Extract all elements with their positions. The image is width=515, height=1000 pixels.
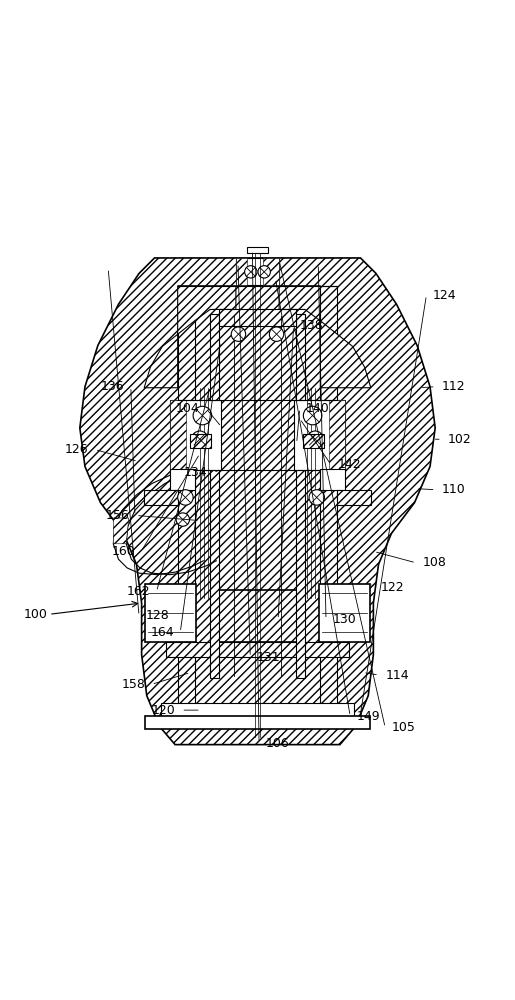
Circle shape (309, 490, 324, 505)
Polygon shape (303, 434, 324, 448)
Polygon shape (170, 469, 195, 490)
Polygon shape (320, 469, 345, 490)
Polygon shape (170, 400, 221, 470)
Text: 104: 104 (176, 402, 200, 415)
Text: 120: 120 (151, 704, 175, 717)
Text: 122: 122 (381, 581, 405, 594)
Polygon shape (247, 247, 268, 253)
Polygon shape (215, 590, 300, 642)
Text: 130: 130 (332, 613, 356, 626)
Text: 158: 158 (122, 678, 145, 691)
Polygon shape (296, 314, 305, 678)
Polygon shape (329, 400, 345, 470)
Polygon shape (144, 490, 178, 505)
Text: 134: 134 (183, 466, 207, 479)
Text: 105: 105 (391, 721, 415, 734)
Text: 102: 102 (448, 433, 472, 446)
Text: 162: 162 (127, 585, 150, 598)
Polygon shape (170, 400, 186, 470)
Circle shape (192, 431, 208, 447)
Polygon shape (113, 518, 129, 544)
Circle shape (303, 406, 322, 425)
Polygon shape (320, 286, 337, 714)
Polygon shape (279, 286, 371, 388)
Polygon shape (236, 258, 279, 285)
Polygon shape (166, 642, 349, 657)
Text: 112: 112 (442, 380, 466, 393)
Text: 100: 100 (23, 608, 47, 621)
Text: 114: 114 (385, 669, 409, 682)
Text: 131: 131 (256, 651, 280, 664)
Text: 149: 149 (356, 710, 380, 723)
Polygon shape (294, 400, 345, 470)
Text: 140: 140 (306, 402, 330, 415)
Polygon shape (161, 703, 354, 716)
Polygon shape (236, 258, 247, 285)
Circle shape (269, 327, 284, 341)
Circle shape (245, 266, 257, 278)
Circle shape (258, 266, 270, 278)
Text: 136: 136 (101, 380, 125, 393)
Text: 106: 106 (265, 737, 289, 750)
Polygon shape (337, 490, 371, 505)
Text: 126: 126 (65, 443, 89, 456)
Circle shape (193, 406, 212, 425)
Polygon shape (145, 716, 370, 729)
Text: 124: 124 (433, 289, 456, 302)
Text: 142: 142 (337, 458, 361, 471)
Polygon shape (263, 258, 279, 285)
Text: 108: 108 (422, 556, 446, 569)
Polygon shape (210, 314, 219, 678)
Text: 160: 160 (111, 545, 135, 558)
Text: 128: 128 (145, 609, 169, 622)
Polygon shape (178, 286, 195, 714)
Polygon shape (145, 584, 196, 642)
Circle shape (307, 431, 323, 447)
Text: 138: 138 (300, 319, 323, 332)
Circle shape (231, 327, 246, 341)
Text: 156: 156 (106, 509, 130, 522)
Polygon shape (190, 434, 211, 448)
Polygon shape (319, 584, 370, 642)
Circle shape (178, 490, 193, 505)
Text: 110: 110 (442, 483, 466, 496)
Circle shape (176, 513, 190, 526)
Text: 164: 164 (150, 626, 174, 639)
Polygon shape (80, 258, 435, 745)
Polygon shape (144, 286, 236, 388)
Polygon shape (219, 309, 296, 326)
